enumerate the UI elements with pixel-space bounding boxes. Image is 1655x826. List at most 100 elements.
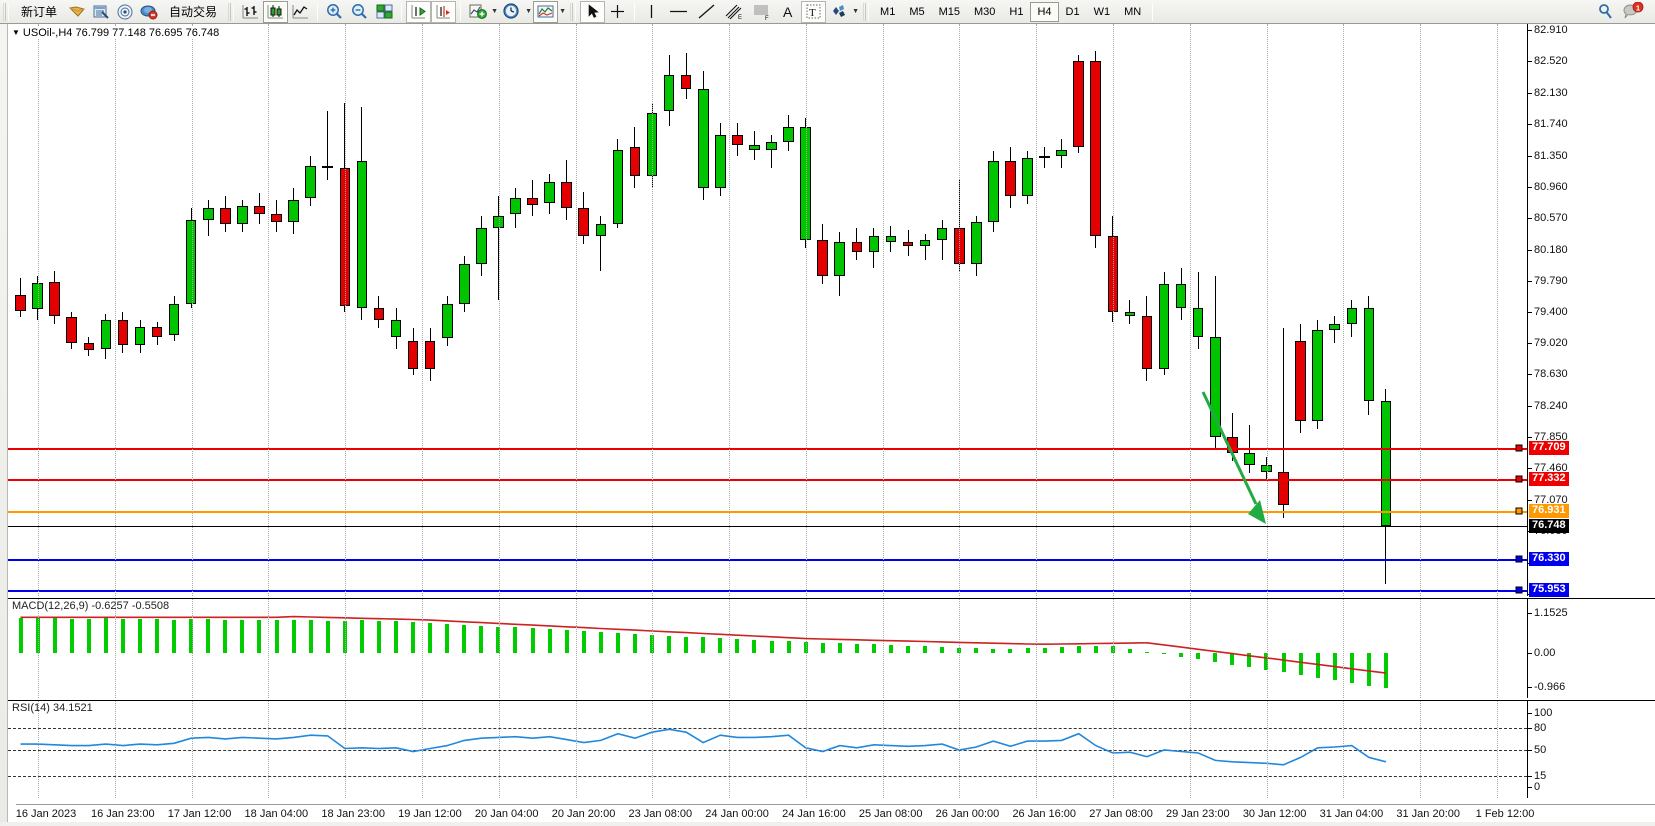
search-icon[interactable]	[1593, 1, 1619, 23]
shapes-dropdown-arrow[interactable]: ▼	[852, 8, 859, 15]
macd-tick	[1528, 653, 1532, 655]
chat-icon[interactable]: 1	[1619, 1, 1647, 23]
crosshair-icon[interactable]	[605, 1, 630, 23]
price-level-line[interactable]	[8, 525, 1527, 527]
price-pane[interactable]: ▼ USOil-,H4 76.799 77.148 76.695 76.748 …	[8, 24, 1655, 600]
bar-chart-icon[interactable]	[238, 1, 263, 23]
time-gridline	[421, 599, 423, 698]
autotrading-icon[interactable]	[137, 1, 161, 23]
indicators-dropdown-arrow[interactable]: ▼	[491, 8, 498, 15]
macd-pane[interactable]: MACD(12,26,9) -0.6257 -0.5508 1.1525 0.00…	[8, 598, 1655, 698]
line-chart-icon[interactable]	[288, 1, 313, 23]
macd-histogram-bar	[479, 625, 484, 654]
fibonacci-retracement-icon[interactable]: F	[748, 1, 776, 23]
zoom-in-icon[interactable]	[322, 1, 347, 23]
price-level-tag[interactable]: 77.709	[1529, 441, 1569, 456]
macd-histogram-bar	[974, 648, 979, 654]
zoom-out-icon[interactable]	[347, 1, 372, 23]
timeframe-m5[interactable]: M5	[909, 5, 925, 18]
candle-body	[100, 320, 112, 350]
autotrading-button[interactable]: 自动交易	[161, 1, 225, 23]
candle-body	[168, 304, 180, 335]
period-dropdown-arrow[interactable]: ▼	[525, 8, 532, 15]
time-gridline	[729, 701, 731, 798]
timeframe-m1[interactable]: M1	[880, 5, 896, 18]
time-axis-label: 18 Jan 23:00	[321, 808, 385, 820]
chart-shift-icon[interactable]	[431, 0, 457, 23]
timeframe-m15[interactable]: M15	[938, 5, 960, 18]
price-level-handle[interactable]	[1515, 444, 1523, 452]
toolbar-grip-2[interactable]	[228, 2, 236, 21]
timeframe-mn[interactable]: MN	[1124, 5, 1142, 18]
rsi-pane[interactable]: RSI(14) 34.1521 100 80 50 15 0	[8, 700, 1655, 798]
candle-body	[1073, 61, 1084, 148]
price-level-line[interactable]	[8, 448, 1527, 451]
candle-body	[749, 145, 760, 150]
timeframe-h4[interactable]: H4	[1030, 1, 1059, 22]
price-level-line[interactable]	[8, 559, 1527, 562]
candlestick-chart-icon[interactable]	[263, 0, 289, 23]
price-level-line[interactable]	[8, 478, 1527, 481]
price-level-handle[interactable]	[1515, 507, 1523, 515]
tile-windows-icon[interactable]	[372, 1, 397, 23]
macd-histogram-bar	[991, 648, 996, 654]
price-level-tag[interactable]: 76.330	[1529, 552, 1569, 567]
horizontal-line-icon[interactable]	[664, 1, 693, 23]
macd-axis[interactable]: 1.1525 0.00 -0.966	[1527, 599, 1655, 698]
chart-left-grip[interactable]	[0, 24, 8, 826]
add-indicator-icon[interactable]	[465, 1, 490, 23]
timeframe-w1[interactable]: W1	[1093, 5, 1111, 18]
templates-dropdown-arrow[interactable]: ▼	[559, 8, 566, 15]
price-level-handle[interactable]	[1515, 475, 1523, 483]
auto-scroll-icon[interactable]	[406, 0, 432, 23]
macd-histogram-bar	[1196, 653, 1201, 660]
rsi-axis[interactable]: 100 80 50 15 0	[1527, 701, 1655, 798]
macd-histogram-bar	[735, 639, 740, 654]
trendline-icon[interactable]	[693, 1, 720, 23]
time-gridline	[345, 599, 347, 698]
price-level-tag[interactable]: 75.953	[1529, 582, 1569, 597]
data-window-icon[interactable]	[89, 1, 113, 23]
toolbar-grip-1[interactable]	[3, 2, 10, 21]
shapes-icon[interactable]	[826, 1, 851, 23]
timeframe-h1[interactable]: H1	[1009, 5, 1024, 18]
price-axis[interactable]: 82.910 82.520 82.130 81.740 81.350 80.960 80.5…	[1527, 24, 1655, 600]
toolbar-grip-4[interactable]	[863, 2, 871, 21]
time-axis[interactable]: 16 Jan 2023 16 Jan 23:00 17 Jan 12:00 18 Ja…	[16, 804, 1655, 826]
price-plot[interactable]	[8, 24, 1527, 596]
text-label-icon[interactable]: T	[801, 0, 827, 23]
price-level-line[interactable]	[8, 511, 1527, 514]
candle-body	[902, 241, 914, 247]
rsi-plot[interactable]	[8, 701, 1527, 798]
equidistant-channel-icon[interactable]: E	[720, 1, 748, 23]
text-icon[interactable]: A	[776, 1, 801, 23]
macd-histogram-bar	[564, 630, 569, 654]
chevron-down-icon[interactable]: ▼	[12, 28, 20, 37]
folder-chart-icon[interactable]	[65, 1, 89, 23]
price-level-tag[interactable]: 76.748	[1529, 518, 1569, 533]
candle-body	[424, 340, 436, 369]
new-order-button[interactable]: 新订单	[13, 1, 65, 23]
price-level-tag[interactable]: 77.332	[1529, 471, 1569, 486]
timeframe-d1[interactable]: D1	[1065, 5, 1080, 18]
toolbar-grip-3[interactable]	[570, 2, 578, 21]
chart-area[interactable]: ▼ USOil-,H4 76.799 77.148 76.695 76.748 …	[0, 24, 1655, 826]
cursor-icon[interactable]	[580, 0, 606, 23]
macd-histogram-bar	[291, 620, 296, 654]
price-level-line[interactable]	[8, 589, 1527, 592]
macd-histogram-bar	[837, 643, 842, 654]
period-clock-icon[interactable]	[499, 1, 524, 23]
time-gridline	[1266, 24, 1268, 596]
macd-histogram-bar	[1281, 653, 1286, 673]
macd-histogram-bar	[1213, 653, 1218, 662]
vertical-line-icon[interactable]	[639, 1, 664, 23]
price-level-tag[interactable]: 76.931	[1529, 504, 1569, 519]
timeframe-m30[interactable]: M30	[974, 5, 996, 18]
time-axis-label: 27 Jan 08:00	[1089, 808, 1153, 820]
candle-wick	[600, 215, 602, 271]
templates-icon[interactable]	[533, 0, 559, 23]
price-level-handle[interactable]	[1515, 586, 1523, 594]
macd-plot[interactable]	[8, 599, 1527, 698]
navigator-icon[interactable]	[113, 1, 137, 23]
price-level-handle[interactable]	[1515, 555, 1523, 563]
